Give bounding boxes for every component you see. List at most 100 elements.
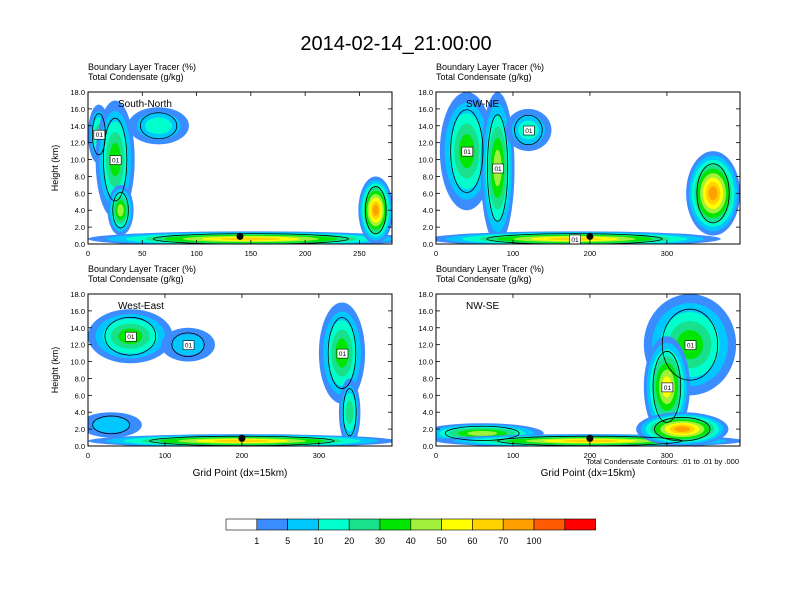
colorbar-label: 30 (375, 536, 385, 546)
colorbar-swatch (564, 518, 596, 531)
location-marker (586, 232, 594, 240)
colorbar-label: 60 (467, 536, 477, 546)
panel-header-line2: Total Condensate (g/kg) (88, 274, 184, 284)
tracer-shade-level-3 (145, 117, 173, 135)
contour-label-box (109, 155, 122, 165)
y-tick-label: 14.0 (70, 122, 85, 131)
plot-area: 01 01 01 01 (436, 92, 740, 244)
colorbar-swatch (472, 518, 504, 531)
colorbar-swatch (225, 518, 258, 531)
y-tick-label: 6.0 (75, 391, 85, 400)
colorbar-swatch (502, 518, 535, 531)
condensate-contour (152, 233, 349, 244)
x-tick-label: 50 (138, 249, 146, 258)
colorbar-label: 1 (254, 536, 259, 546)
contour-label-box (684, 340, 697, 350)
contour-label: 01 (525, 128, 533, 135)
tracer-shade-level-6 (117, 204, 124, 217)
x-tick-label: 0 (434, 451, 438, 460)
y-tick-label: 6.0 (423, 391, 433, 400)
colorbar-label: 70 (498, 536, 508, 546)
location-marker (238, 434, 246, 442)
panel-west-east: Boundary Layer Tracer (%)Total Condensat… (50, 264, 393, 479)
colorbar-swatch (348, 518, 381, 531)
panel-header-line1: Boundary Layer Tracer (%) (88, 264, 196, 274)
y-tick-label: 2.0 (423, 425, 433, 434)
y-tick-label: 4.0 (423, 206, 433, 215)
y-tick-label: 10.0 (70, 358, 85, 367)
x-tick-label: 250 (353, 249, 366, 258)
contour-note: Total Condensate Contours: .01 to .01 by… (586, 457, 739, 466)
condensate-contour (661, 308, 719, 381)
y-axis-label: Height (km) (50, 145, 60, 192)
y-tick-label: 0.0 (75, 442, 85, 451)
condensate-contour (364, 186, 387, 235)
colorbar-label: 100 (526, 536, 541, 546)
tracer-shade-level-4 (345, 400, 354, 424)
y-tick-label: 16.0 (70, 307, 85, 316)
panel-header-line2: Total Condensate (g/kg) (436, 274, 532, 284)
x-tick-label: 0 (86, 249, 90, 258)
y-tick-label: 14.0 (418, 324, 433, 333)
tracer-shade-level-6 (467, 430, 498, 436)
condensate-contour (514, 114, 543, 146)
contour-label: 01 (464, 149, 472, 156)
x-tick-label: 100 (159, 451, 172, 460)
x-tick-label: 200 (236, 451, 249, 460)
colorbar-label: 20 (344, 536, 354, 546)
plot-area: 01 01 (88, 92, 392, 244)
panel-header-line1: Boundary Layer Tracer (%) (88, 62, 196, 72)
panel-header-line1: Boundary Layer Tracer (%) (436, 62, 544, 72)
tracer-shade-level-9 (674, 426, 690, 432)
x-tick-label: 200 (584, 249, 597, 258)
tracer-shade-level-8 (220, 237, 282, 241)
tracer-shade-level-9 (372, 204, 379, 216)
location-marker (586, 434, 594, 442)
condensate-contour (486, 233, 663, 244)
tracer-shade-level-9 (708, 186, 718, 201)
panel-header-line2: Total Condensate (g/kg) (88, 72, 184, 82)
colorbar-swatch (379, 518, 412, 531)
contour-label: 01 (127, 334, 135, 341)
y-tick-label: 18.0 (418, 88, 433, 97)
condensate-contour (104, 316, 157, 356)
plot-frame (435, 293, 741, 447)
y-tick-label: 2.0 (423, 223, 433, 232)
y-tick-label: 16.0 (418, 307, 433, 316)
condensate-contour (91, 113, 106, 156)
y-tick-label: 12.0 (70, 341, 85, 350)
y-tick-label: 16.0 (418, 105, 433, 114)
contour-label: 01 (339, 351, 347, 358)
y-axis-label: Height (km) (50, 347, 60, 394)
y-tick-label: 6.0 (423, 189, 433, 198)
y-tick-label: 18.0 (418, 290, 433, 299)
x-axis-label: Grid Point (dx=15km) (193, 468, 288, 479)
y-tick-label: 6.0 (75, 189, 85, 198)
plot-frame (87, 293, 393, 447)
colorbar-swatch (256, 518, 288, 531)
y-tick-label: 16.0 (70, 105, 85, 114)
y-tick-label: 0.0 (423, 240, 433, 249)
x-tick-label: 100 (507, 451, 520, 460)
condensate-contour (342, 388, 357, 437)
y-tick-label: 8.0 (75, 172, 85, 181)
tracer-shade-level-2 (92, 417, 131, 433)
contour-label-box (492, 163, 504, 174)
colorbar-swatch (287, 518, 319, 531)
colorbar-swatch (441, 518, 473, 531)
y-tick-label: 2.0 (75, 425, 85, 434)
panel-header-line2: Total Condensate (g/kg) (436, 72, 532, 82)
contour-label: 01 (112, 158, 120, 165)
colorbar-swatch (410, 518, 442, 531)
y-tick-label: 14.0 (70, 324, 85, 333)
x-tick-label: 200 (584, 451, 597, 460)
colorbar: 1 5 10 20 30 40 50 60 70 100 (225, 518, 596, 546)
colorbar-swatch (318, 518, 350, 531)
panel-nw-se: Boundary Layer Tracer (%)Total Condensat… (418, 264, 741, 479)
y-tick-label: 8.0 (423, 172, 433, 181)
contour-label: 01 (96, 132, 104, 139)
x-tick-label: 150 (245, 249, 258, 258)
colorbar-label: 40 (406, 536, 416, 546)
x-tick-label: 200 (299, 249, 312, 258)
